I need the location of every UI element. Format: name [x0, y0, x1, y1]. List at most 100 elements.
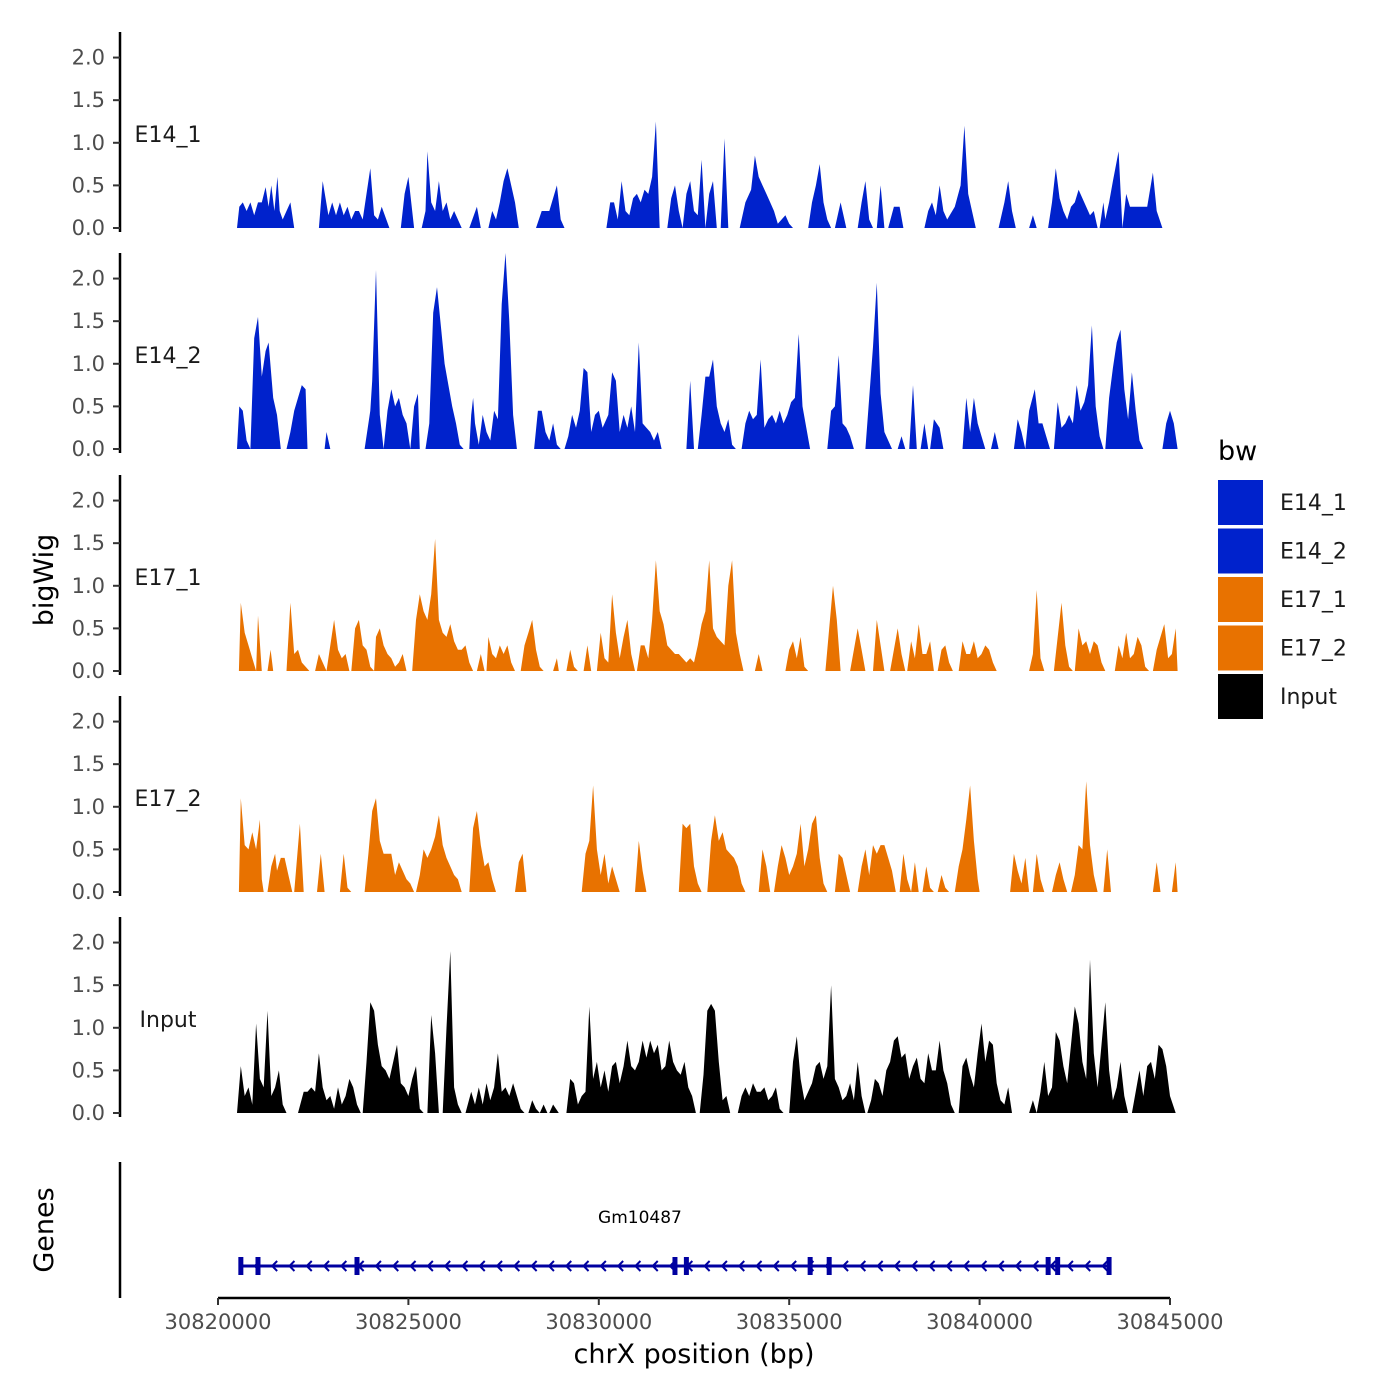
y-tick-label: 2.0: [72, 267, 105, 291]
strand-arrow: [426, 1260, 434, 1272]
legend-swatch: [1218, 528, 1263, 574]
strand-arrow: [789, 1260, 797, 1272]
y-tick-label: 2.0: [72, 710, 105, 734]
strand-arrow: [737, 1260, 745, 1272]
track-panel-e17_1: 0.0 0.5 1.0 1.5 2.0 E17_1: [72, 475, 1178, 683]
strand-arrow: [1014, 1260, 1022, 1272]
track-panels: 0.0 0.5 1.0 1.5 2.0 E14_1 0.0 0.5 1.0 1.5 2.0 E14_2…: [72, 32, 1178, 1125]
strand-arrow: [755, 1260, 763, 1272]
coverage-area-input: [237, 951, 1176, 1113]
legend-label: E17_2: [1280, 637, 1347, 662]
strand-arrow: [288, 1260, 296, 1272]
legend-entries: E14_1 E14_2 E17_1 E17_2 Input: [1218, 480, 1347, 719]
strand-arrow: [564, 1260, 572, 1272]
exon-mark: [807, 1257, 813, 1275]
strand-arrow: [651, 1260, 659, 1272]
exon-mark: [826, 1257, 832, 1275]
legend: bw E14_1 E14_2 E17_1 E17_2 Input: [1218, 436, 1347, 719]
y-tick-label: 1.0: [72, 131, 105, 155]
coverage-area-e14_1: [237, 121, 1163, 228]
strand-arrow: [980, 1260, 988, 1272]
y-tick-label: 0.5: [72, 173, 105, 197]
strand-arrow: [1049, 1260, 1057, 1272]
track-panel-e14_1: 0.0 0.5 1.0 1.5 2.0 E14_1: [72, 32, 1163, 240]
strand-arrow: [409, 1260, 417, 1272]
coverage-area-e14_2: [237, 253, 1178, 449]
strand-arrow: [997, 1260, 1005, 1272]
y-tick-label: 2.0: [72, 46, 105, 70]
strand-arrow: [634, 1260, 642, 1272]
y-axis-title: bigWig: [29, 534, 60, 627]
strand-arrow: [495, 1260, 503, 1272]
coverage-area-e17_2: [238, 781, 1178, 892]
y-tick-label: 0.0: [72, 880, 105, 904]
exon-mark: [683, 1257, 689, 1275]
strand-arrow: [322, 1260, 330, 1272]
x-ticks: 30820000 30825000 30830000 30835000 30840000…: [165, 1298, 1224, 1334]
x-tick-label: 30845000: [1117, 1310, 1224, 1334]
y-tick-label: 0.0: [72, 1101, 105, 1125]
y-tick-label: 1.5: [72, 752, 105, 776]
y-tick-label: 1.5: [72, 309, 105, 333]
exon-mark: [1055, 1257, 1061, 1275]
legend-swatch: [1218, 480, 1263, 525]
strand-arrow: [461, 1260, 469, 1272]
x-axis-title: chrX position (bp): [573, 1339, 814, 1370]
exon-mark: [238, 1257, 244, 1275]
strand-arrow: [391, 1260, 399, 1272]
strand-arrow: [910, 1260, 918, 1272]
genes-axis-title: Genes: [29, 1187, 60, 1272]
legend-swatch: [1218, 577, 1263, 622]
strand-arrow: [1083, 1260, 1091, 1272]
gene-glyphs: Gm10487: [238, 1208, 1112, 1275]
track-label: E14_1: [135, 123, 202, 148]
track-panel-input: 0.0 0.5 1.0 1.5 2.0 Input: [72, 917, 1176, 1125]
track-panel-e17_2: 0.0 0.5 1.0 1.5 2.0 E17_2: [72, 696, 1178, 904]
strand-arrow: [945, 1260, 953, 1272]
strand-arrow: [270, 1260, 278, 1272]
strand-arrow: [876, 1260, 884, 1272]
track-label: E17_1: [135, 566, 202, 591]
legend-label: E14_2: [1280, 540, 1347, 565]
strand-arrow: [547, 1260, 555, 1272]
y-tick-label: 1.0: [72, 795, 105, 819]
y-tick-label: 0.5: [72, 1058, 105, 1082]
strand-arrow: [703, 1260, 711, 1272]
exon-mark: [672, 1257, 678, 1275]
strand-arrow: [893, 1260, 901, 1272]
genes-panel: Genes Gm10487: [29, 1162, 1112, 1298]
y-tick-label: 2.0: [72, 489, 105, 513]
strand-arrow: [962, 1260, 970, 1272]
gene-gm10487: Gm10487: [238, 1208, 1112, 1275]
strand-arrow: [858, 1260, 867, 1272]
y-tick-label: 0.0: [72, 216, 105, 240]
exon-mark: [1106, 1257, 1112, 1275]
y-tick-label: 1.5: [72, 531, 105, 555]
strand-arrow: [1031, 1260, 1040, 1272]
strand-arrow: [841, 1260, 849, 1272]
y-tick-label: 0.5: [72, 394, 105, 418]
y-tick-label: 1.5: [72, 88, 105, 112]
y-tick-label: 0.0: [72, 437, 105, 461]
y-tick-label: 0.0: [72, 659, 105, 683]
y-tick-label: 1.5: [72, 973, 105, 997]
legend-title: bw: [1218, 436, 1257, 467]
y-tick-label: 1.0: [72, 1016, 105, 1040]
legend-swatch: [1218, 625, 1263, 671]
strand-arrow: [616, 1260, 624, 1272]
strand-arrow: [530, 1260, 538, 1272]
x-tick-label: 30820000: [165, 1310, 272, 1334]
track-label: E14_2: [135, 344, 202, 369]
strand-arrow: [599, 1260, 607, 1272]
x-axis: 30820000 30825000 30830000 30835000 30840000…: [165, 1296, 1224, 1370]
legend-label: Input: [1280, 685, 1337, 710]
strand-arrow: [720, 1260, 728, 1272]
strand-arrow: [512, 1260, 521, 1272]
track-label: E17_2: [135, 787, 202, 812]
track-panel-e14_2: 0.0 0.5 1.0 1.5 2.0 E14_2: [72, 253, 1178, 461]
strand-arrow: [1066, 1260, 1074, 1272]
legend-swatch: [1218, 674, 1263, 719]
x-tick-label: 30830000: [545, 1310, 652, 1334]
gene-label: Gm10487: [598, 1208, 682, 1228]
